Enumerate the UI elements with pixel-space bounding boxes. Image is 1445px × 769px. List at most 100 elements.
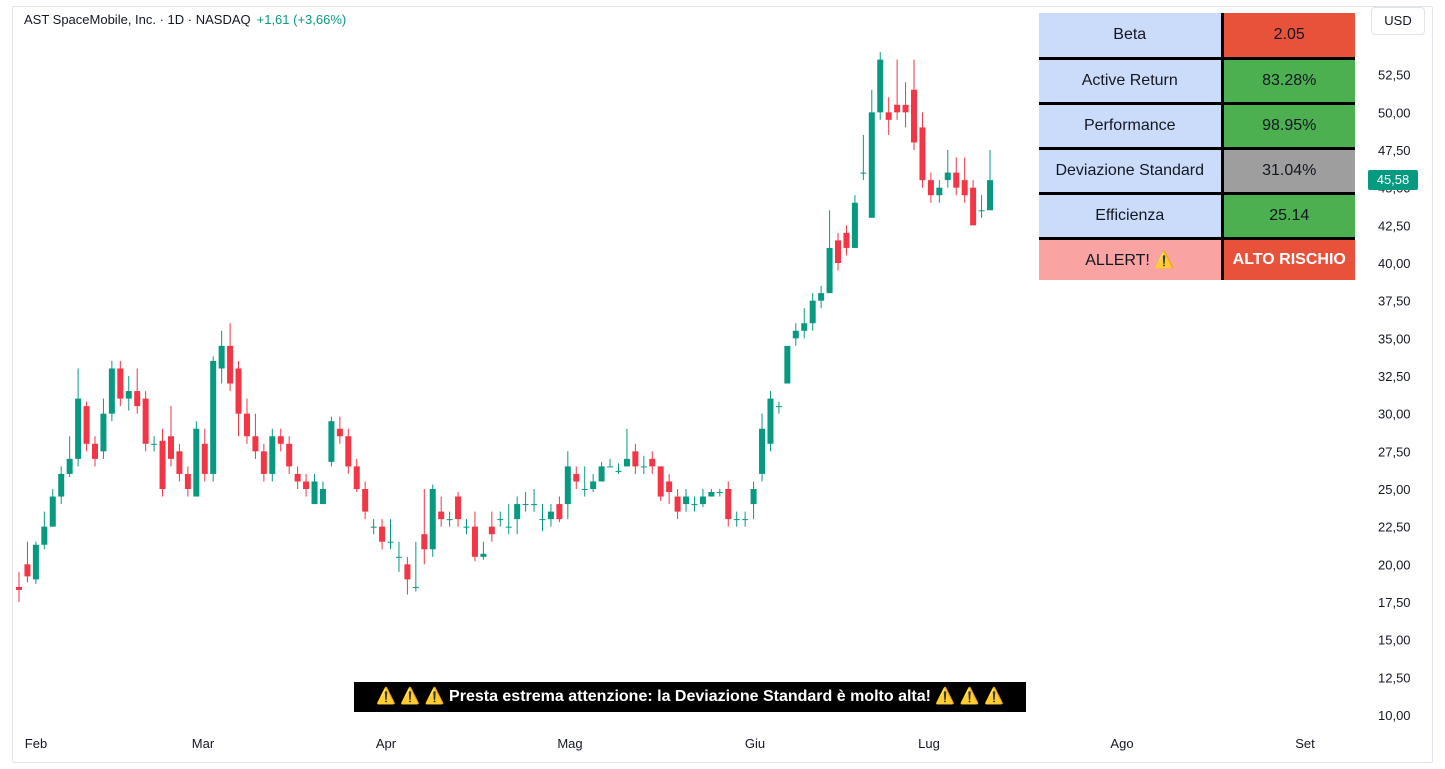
candle-body [455,496,462,520]
candle-body [978,210,985,212]
candle-body [421,534,428,550]
candle-body [666,481,673,493]
candle-body [438,511,445,520]
candle-body [632,451,639,467]
x-tick-label: Mag [557,736,582,751]
candle-body [429,489,436,550]
candle-body [446,519,453,521]
y-tick-label: 47,50 [1378,143,1411,158]
candle-body [303,481,310,489]
chart-frame [12,6,1433,763]
candle-body [894,104,901,113]
candle-body [961,180,968,196]
candle-body [919,127,926,181]
candle-body [294,473,301,482]
y-tick-label: 20,00 [1378,557,1411,572]
candle-body [809,300,816,324]
y-tick-label: 15,00 [1378,633,1411,648]
candle-body [362,489,369,512]
stats-label: Efficienza [1039,191,1224,240]
candle-body [792,330,799,339]
candle-body [311,481,318,505]
candle-body [835,240,842,263]
candle-body [286,443,293,467]
x-tick-label: Giu [745,736,765,751]
y-tick-label: 37,50 [1378,294,1411,309]
candle-body [58,473,65,497]
candle-body [260,451,267,474]
candle-body [801,323,808,331]
symbol-legend: AST SpaceMobile, Inc. · 1D · NASDAQ +1,61… [24,12,346,27]
candle-body [590,481,597,489]
candle-body [851,202,858,248]
candle-body [649,458,656,467]
candle-body [970,187,977,226]
candle-body [885,112,892,120]
candle-body [531,504,538,506]
candle-body [683,496,690,505]
stats-value: 83.28% [1220,56,1355,105]
candle-body [277,436,284,444]
candle-body [328,421,335,462]
candle-body [269,436,276,474]
candle-body [944,172,951,181]
x-tick-label: Set [1295,736,1315,751]
candle-body [674,496,681,512]
candle-body [843,232,850,248]
candle-body [826,247,833,294]
candle-body [210,360,217,474]
candle-body [868,112,875,218]
candle-body [151,443,158,445]
candle-body [16,586,22,590]
candle-body [708,492,715,497]
candle-body [505,526,512,528]
candle-body [243,413,250,437]
candle-body [193,428,200,497]
candle-body [759,428,766,474]
candle-body [987,180,993,211]
alert-label: ALLERT! ⚠️ [1039,236,1224,280]
candle-body [100,413,107,452]
candle-body [607,466,614,468]
candle-body [522,504,529,506]
candle-body [733,519,740,521]
candle-body [725,489,732,520]
last-price-tag: 45,58 [1368,170,1418,190]
stats-label: Deviazione Standard [1039,146,1224,195]
warning-banner: ⚠️ ⚠️ ⚠️ Presta estrema attenzione: la D… [354,682,1026,712]
candle-body [24,564,31,577]
candle-body [159,440,166,489]
candle-body [699,496,706,505]
candle-body [742,519,749,521]
stats-row: Active Return 83.28% [1039,56,1355,105]
candle-body [66,458,73,474]
candle-body [927,180,934,196]
y-tick-label: 52,50 [1378,68,1411,83]
candle-body [218,345,225,369]
candle-body [201,443,208,474]
candle-body [623,458,630,467]
x-tick-label: Mar [192,736,215,751]
candle-body [336,428,343,437]
y-tick-label: 40,00 [1378,256,1411,271]
candle-body [877,59,884,113]
candle-body [784,345,791,384]
candle-body [108,368,115,414]
currency-button[interactable]: USD [1371,7,1425,35]
candle-body [379,526,386,542]
candle-body [860,172,867,174]
price-change: +1,61 (+3,66%) [256,12,347,27]
candle-body [353,466,360,489]
candle-body [911,89,918,143]
candle-body [573,473,580,482]
candle-body [117,368,124,399]
stats-value: 2.05 [1220,13,1355,60]
y-tick-label: 27,50 [1378,444,1411,459]
symbol-title: AST SpaceMobile, Inc. · 1D · NASDAQ [24,12,251,27]
candle-body [750,489,757,505]
candle-body [345,436,352,467]
candle-body [539,519,546,521]
y-tick-label: 25,00 [1378,482,1411,497]
candle-body [395,556,402,558]
